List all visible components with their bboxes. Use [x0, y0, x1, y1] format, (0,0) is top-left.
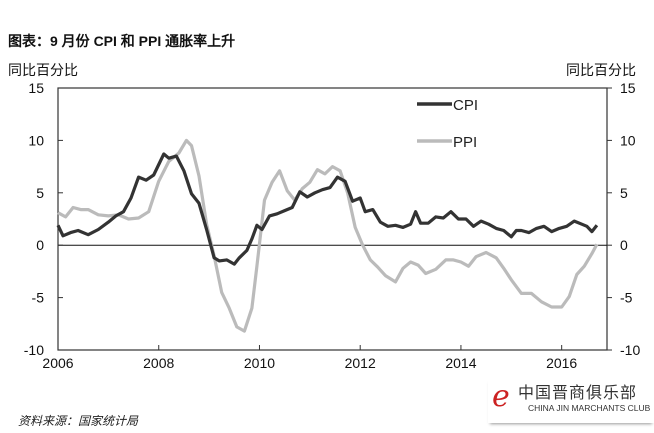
x-tick-label: 2006 — [42, 355, 73, 371]
legend-label-ppi: PPI — [453, 134, 477, 151]
y-tick-label-left: 5 — [36, 185, 44, 201]
y-tick-label-right: 5 — [620, 185, 628, 201]
x-tick-label: 2008 — [143, 355, 174, 371]
y-tick-label-right: 0 — [620, 237, 628, 253]
x-tick-label: 2012 — [345, 355, 376, 371]
series-line-cpi — [56, 152, 599, 266]
y-tick-label-right: -5 — [620, 290, 633, 306]
logo-english-text: CHINA JIN MARCHANTS CLUB — [528, 403, 651, 413]
logo-chinese-text: 中国晋商俱乐部 — [518, 383, 638, 402]
y-tick-label-left: 10 — [28, 132, 44, 148]
club-logo: e 中国晋商俱乐部 CHINA JIN MARCHANTS CLUB — [488, 378, 654, 423]
legend-label-cpi: CPI — [453, 97, 478, 114]
y-axis-label-right: 同比百分比 — [566, 62, 636, 78]
series-line-ppi — [57, 138, 599, 333]
y-tick-label-left: -10 — [24, 342, 44, 358]
y-tick-label-left: 0 — [36, 237, 44, 253]
source-note: 资料来源：国家统计局 — [18, 414, 139, 428]
y-tick-label-right: -10 — [620, 342, 640, 358]
x-tick-label: 2010 — [244, 355, 275, 371]
x-tick-label: 2014 — [445, 355, 476, 371]
y-tick-label-right: 15 — [620, 80, 636, 96]
y-tick-label-left: 15 — [28, 80, 44, 96]
logo-e-icon: e — [492, 379, 510, 414]
y-tick-label-left: -5 — [32, 290, 45, 306]
chart-title: 图表：9 月份 CPI 和 PPI 通胀率上升 — [8, 33, 236, 49]
y-axis-label-left: 同比百分比 — [8, 62, 78, 78]
y-tick-label-right: 10 — [620, 132, 636, 148]
x-tick-label: 2016 — [546, 355, 577, 371]
plot-frame — [57, 87, 608, 351]
